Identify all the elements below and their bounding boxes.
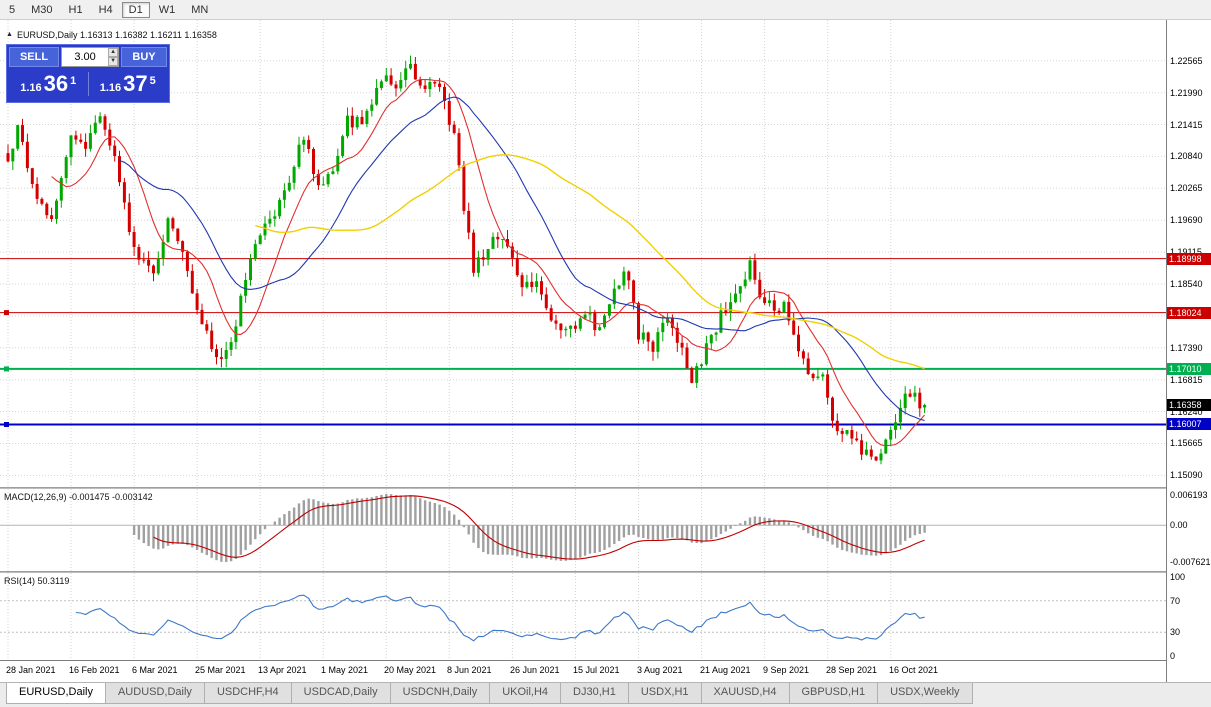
price-axis[interactable]: 1.22565 1.21990 1.21415 1.20840 1.20265 1.196… <box>1166 20 1211 682</box>
timeframe-button-d1[interactable]: D1 <box>121 1 150 18</box>
price-axis-label: 1.21415 <box>1170 120 1203 130</box>
timeframe-button-w1[interactable]: W1 <box>158 3 176 16</box>
symbol-tab-usdcad-daily[interactable]: USDCAD,Daily <box>290 683 391 704</box>
price-axis-label: 1.19690 <box>1170 215 1203 225</box>
timeframe-button-h4[interactable]: H4 <box>98 3 113 16</box>
panel-splitter[interactable] <box>0 487 1166 489</box>
buy-price-big-digits: 37 <box>123 70 148 96</box>
buy-price-display: 1.16 37 5 <box>89 70 168 96</box>
symbol-tab-xauusd-h4[interactable]: XAUUSD,H4 <box>700 683 790 704</box>
rsi-axis-label: 30 <box>1170 627 1181 637</box>
timeframe-button-mn[interactable]: MN <box>191 3 209 16</box>
chart-header: ▲ EURUSD,Daily 1.16313 1.16382 1.16211 1… <box>6 30 217 40</box>
date-axis-label: 16 Oct 2021 <box>889 665 939 675</box>
collapse-arrow-icon[interactable]: ▲ <box>6 31 13 38</box>
symbol-tab-bar: EURUSD,Daily AUDUSD,Daily USDCHF,H4 USDCAD,… <box>0 682 1211 707</box>
main-chart-canvas[interactable] <box>0 20 1166 487</box>
price-axis-label: 1.15090 <box>1170 470 1203 480</box>
symbol-tab-audusd-daily[interactable]: AUDUSD,Daily <box>104 683 205 704</box>
date-axis-label: 26 Jun 2021 <box>510 665 560 675</box>
date-axis-label: 1 May 2021 <box>321 665 369 675</box>
symbol-tab-gbpusd-h1[interactable]: GBPUSD,H1 <box>788 683 879 704</box>
macd-canvas[interactable] <box>0 489 1166 571</box>
timeframe-button-m30[interactable]: M30 <box>31 3 53 16</box>
sell-price-prefix: 1.16 <box>20 81 42 94</box>
price-axis-label: 1.20840 <box>1170 151 1203 161</box>
price-axis-label: 1.16240 <box>1170 407 1203 417</box>
date-axis-label: 6 Mar 2021 <box>132 665 178 675</box>
symbol-tab-usdx-h1[interactable]: USDX,H1 <box>627 683 702 704</box>
date-axis-label: 20 May 2021 <box>384 665 437 675</box>
date-axis-label: 9 Sep 2021 <box>763 665 810 675</box>
sell-button[interactable]: SELL <box>9 47 59 67</box>
macd-axis-label: -0.007621 <box>1170 557 1211 567</box>
date-axis-label: 21 Aug 2021 <box>700 665 751 675</box>
rsi-indicator-label: RSI(14) 50.3119 <box>4 576 70 586</box>
panel-splitter[interactable] <box>0 571 1166 573</box>
macd-axis-label: 0.00 <box>1170 520 1188 530</box>
lot-spin-up-icon[interactable]: ▲ <box>108 48 118 57</box>
price-axis-label: 1.17390 <box>1170 343 1203 353</box>
rsi-axis-label: 0 <box>1170 651 1176 661</box>
date-axis-label: 15 Jul 2021 <box>573 665 620 675</box>
symbol-tab-dj30-h1[interactable]: DJ30,H1 <box>560 683 629 704</box>
date-axis-label: 3 Aug 2021 <box>637 665 683 675</box>
date-axis-label: 28 Sep 2021 <box>826 665 878 675</box>
date-axis[interactable]: 28 Jan 2021 16 Feb 2021 6 Mar 2021 25 Mar 2… <box>0 660 1166 682</box>
date-axis-label: 25 Mar 2021 <box>195 665 246 675</box>
lot-spin-down-icon[interactable]: ▼ <box>108 57 118 66</box>
buy-price-prefix: 1.16 <box>99 81 122 94</box>
hline-price-tag: 1.18024 <box>1167 307 1211 319</box>
hline-price-tag: 1.18998 <box>1167 253 1211 265</box>
chart-window: ▲ EURUSD,Daily 1.16313 1.16382 1.16211 1… <box>0 20 1211 682</box>
symbol-tab-eurusd-daily[interactable]: EURUSD,Daily <box>6 683 106 704</box>
rsi-canvas[interactable] <box>0 573 1166 660</box>
date-axis-label: 28 Jan 2021 <box>6 665 56 675</box>
date-axis-label: 8 Jun 2021 <box>447 665 492 675</box>
rsi-panel: RSI(14) 50.3119 <box>0 573 1166 660</box>
chart-header-text: EURUSD,Daily 1.16313 1.16382 1.16211 1.1… <box>16 30 217 40</box>
price-axis-label: 1.15665 <box>1170 438 1203 448</box>
rsi-axis-label: 100 <box>1170 572 1186 582</box>
timeframe-toolbar: 5 M30 H1 H4 D1 W1 MN <box>0 0 1211 20</box>
price-axis-label: 1.21990 <box>1170 88 1203 98</box>
sell-price-big-digits: 36 <box>43 70 69 96</box>
price-axis-label: 1.18540 <box>1170 279 1203 289</box>
symbol-tab-usdx-weekly[interactable]: USDX,Weekly <box>877 683 973 704</box>
hline-price-tag: 1.16007 <box>1167 418 1211 430</box>
price-axis-label: 1.16815 <box>1170 375 1203 385</box>
price-axis-label: 1.22565 <box>1170 56 1203 66</box>
date-axis-label: 16 Feb 2021 <box>69 665 120 675</box>
current-price-tag: 1.16358 <box>1167 399 1211 411</box>
price-axis-label: 1.20265 <box>1170 183 1203 193</box>
buy-price-pipette: 5 <box>149 74 156 87</box>
symbol-tab-ukoil-h4[interactable]: UKOil,H4 <box>489 683 562 704</box>
sell-price-display: 1.16 36 1 <box>9 70 89 96</box>
plot-area: ▲ EURUSD,Daily 1.16313 1.16382 1.16211 1… <box>0 20 1166 682</box>
sell-price-pipette: 1 <box>70 74 77 87</box>
rsi-axis-label: 70 <box>1170 596 1181 606</box>
price-panel: ▲ EURUSD,Daily 1.16313 1.16382 1.16211 1… <box>0 20 1166 487</box>
macd-axis-label: 0.006193 <box>1170 490 1208 500</box>
macd-panel: MACD(12,26,9) -0.001475 -0.003142 <box>0 489 1166 571</box>
date-axis-label: 13 Apr 2021 <box>258 665 307 675</box>
lot-size-control: ▲ ▼ <box>61 47 119 67</box>
timeframe-button-h1[interactable]: H1 <box>68 3 83 16</box>
price-axis-label: 1.19115 <box>1170 247 1202 257</box>
lot-size-input[interactable] <box>62 48 109 66</box>
symbol-tab-usdcnh-daily[interactable]: USDCNH,Daily <box>389 683 491 704</box>
one-click-trading-panel: SELL ▲ ▼ BUY 1.16 36 <box>6 44 170 103</box>
symbol-tab-usdchf-h4[interactable]: USDCHF,H4 <box>203 683 292 704</box>
buy-button[interactable]: BUY <box>121 47 167 67</box>
macd-indicator-label: MACD(12,26,9) -0.001475 -0.003142 <box>4 492 153 502</box>
hline-price-tag: 1.17010 <box>1167 363 1211 375</box>
timeframe-button-5[interactable]: 5 <box>9 3 16 16</box>
